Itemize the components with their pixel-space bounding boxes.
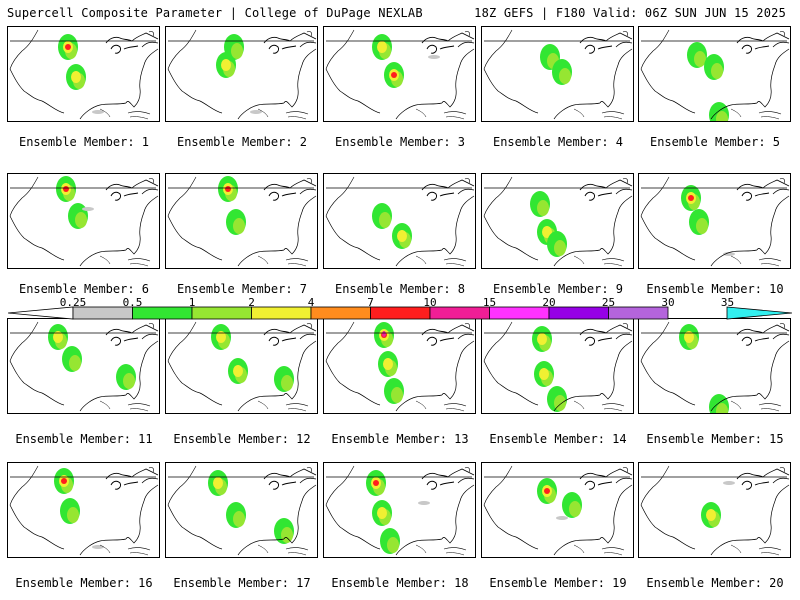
ensemble-member-map [7,26,160,122]
colorbar-tick-label: 0.5 [122,296,143,309]
ensemble-member-caption: Ensemble Member: 15 [646,432,784,446]
ensemble-member-caption: Ensemble Member: 11 [15,432,153,446]
colorbar-segment [370,306,431,320]
ensemble-member-caption: Ensemble Member: 13 [331,432,469,446]
ensemble-member-map [165,462,318,558]
colorbar-tick-label: 4 [307,296,315,309]
ensemble-member-caption: Ensemble Member: 1 [18,135,150,149]
ensemble-member-caption: Ensemble Member: 20 [646,576,784,590]
ensemble-member-caption: Ensemble Member: 5 [649,135,781,149]
colorbar-tick-label: 30 [661,296,675,309]
colorbar-tick-label: 10 [423,296,437,309]
ensemble-member-caption: Ensemble Member: 19 [489,576,627,590]
ensemble-member-map [7,318,160,414]
colorbar-segment [608,306,669,320]
ensemble-member-caption: Ensemble Member: 4 [492,135,624,149]
ensemble-member-map [165,318,318,414]
ensemble-member-caption: Ensemble Member: 8 [334,282,466,296]
ensemble-member-map [323,173,476,269]
colorbar-tick-label: 0.25 [59,296,87,309]
colorbar-tick-label: 1 [188,296,196,309]
ensemble-member-map [7,462,160,558]
ensemble-member-caption: Ensemble Member: 10 [646,282,784,296]
ensemble-member-map [638,462,791,558]
ensemble-member-caption: Ensemble Member: 14 [489,432,627,446]
colorbar-segment [429,306,490,320]
chart-title: Supercell Composite Parameter | College … [7,6,423,20]
colorbar-segment [251,306,312,320]
ensemble-member-map [165,173,318,269]
ensemble-member-map [323,26,476,122]
colorbar [8,306,792,320]
colorbar-tick-label: 7 [367,296,374,309]
ensemble-member-caption: Ensemble Member: 3 [334,135,466,149]
ensemble-member-map [481,173,634,269]
ensemble-member-map [481,26,634,122]
colorbar-tick-label: 2 [248,296,255,309]
colorbar-segment [310,306,371,320]
colorbar-segment [489,306,550,320]
ensemble-member-map [638,318,791,414]
ensemble-member-caption: Ensemble Member: 9 [492,282,624,296]
ensemble-member-caption: Ensemble Member: 18 [331,576,469,590]
colorbar-high-arrow [726,306,792,320]
ensemble-member-caption: Ensemble Member: 2 [176,135,308,149]
colorbar-tick-label: 20 [542,296,556,309]
ensemble-member-map [638,26,791,122]
colorbar-segment [548,306,609,320]
run-info: 18Z GEFS | F180 Valid: 06Z SUN JUN 15 20… [474,6,786,20]
ensemble-member-caption: Ensemble Member: 16 [15,576,153,590]
ensemble-member-map [481,318,634,414]
colorbar-tick-label: 35 [720,296,735,309]
ensemble-member-map [7,173,160,269]
colorbar-tick-label: 25 [601,296,616,309]
ensemble-member-map [481,462,634,558]
ensemble-member-caption: Ensemble Member: 7 [176,282,308,296]
ensemble-member-caption: Ensemble Member: 17 [173,576,311,590]
colorbar-segment [191,306,252,320]
ensemble-member-map [323,462,476,558]
ensemble-member-caption: Ensemble Member: 6 [18,282,150,296]
ensemble-member-caption: Ensemble Member: 12 [173,432,311,446]
ensemble-member-map [638,173,791,269]
ensemble-member-map [323,318,476,414]
ensemble-member-map [165,26,318,122]
colorbar-tick-label: 15 [482,296,497,309]
